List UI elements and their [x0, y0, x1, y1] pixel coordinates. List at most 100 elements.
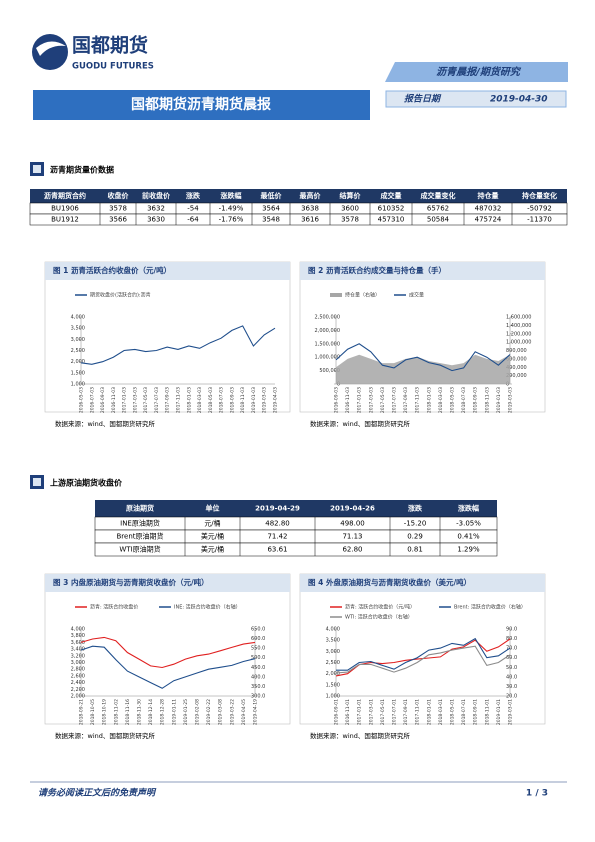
table-cell: 498.00	[340, 520, 365, 528]
table-cell: 3564	[262, 205, 280, 213]
x-tick-label: 2018-03-01	[438, 699, 444, 725]
tick-label: 2,500	[326, 660, 340, 666]
page-number: 1 / 3	[526, 789, 548, 799]
x-tick-label: 2019-03-01	[508, 699, 514, 725]
table-cell: -15.20	[404, 520, 427, 528]
table-header: 成交量变化	[421, 191, 456, 200]
table-cell: 3630	[147, 216, 165, 224]
tick-label: 2,400	[71, 680, 85, 686]
x-tick-label: 2018-01-01	[426, 699, 432, 725]
table-cell: 美元/桶	[201, 545, 224, 554]
tick-label: 4,000	[71, 627, 85, 633]
x-tick-label: 2017-03-01	[368, 699, 374, 725]
tick-label: 3,400	[71, 647, 85, 653]
tick-label: 3,500	[71, 326, 85, 332]
table-cell: -3.05%	[456, 520, 481, 528]
x-tick-label: 2017-09-01	[403, 699, 409, 725]
tick-label: 1,200,000	[506, 331, 531, 337]
table-cell: 3578	[341, 216, 359, 224]
tick-label: 90.0	[506, 627, 517, 633]
x-tick-label: 2019-03-08	[218, 699, 224, 725]
x-tick-label: 2017-05-01	[380, 699, 386, 725]
tick-label: 1,500,000	[315, 341, 340, 347]
section-icon-inner	[33, 478, 41, 486]
table-header: 单位	[206, 504, 220, 513]
table-cell: -11370	[527, 216, 552, 224]
tick-label: 2,500,000	[315, 315, 340, 321]
x-tick-label: 2019-01-03	[496, 387, 502, 413]
section-title: 沥青期货量价数据	[50, 165, 114, 175]
x-tick-label: 2017-07-01	[392, 699, 398, 725]
x-tick-label: 2018-10-05	[90, 699, 96, 725]
table-cell: 71.42	[267, 533, 287, 541]
x-tick-label: 2018-12-28	[160, 699, 166, 725]
tick-label: 600.0	[251, 636, 265, 642]
table-cell: 0.41%	[457, 533, 480, 541]
table-cell: 3578	[109, 205, 127, 213]
table-cell: Brent原油期货	[116, 532, 163, 541]
chart-title: 图 3 内盘原油期货与沥青期货收盘价（元/吨）	[53, 577, 209, 587]
tick-label: 600,000	[506, 356, 527, 362]
x-tick-label: 2018-07-03	[219, 387, 225, 413]
x-tick-label: 2018-11-02	[113, 699, 119, 725]
table-cell: 3566	[109, 216, 127, 224]
table-cell: -54	[187, 205, 199, 213]
tick-label: 1,000,000	[506, 340, 531, 346]
tick-label: 3,800	[71, 633, 85, 639]
table-header: 收盘价	[108, 191, 130, 200]
table-header: 成交量	[381, 191, 402, 200]
chart-title-bg	[45, 574, 290, 592]
logo-swoosh	[36, 41, 66, 56]
table-cell: 63.61	[267, 546, 287, 554]
x-tick-label: 2019-04-03	[273, 387, 279, 413]
tick-label: 70.0	[506, 646, 517, 652]
legend-label: 成交量	[409, 292, 424, 299]
chart-title: 图 2 沥青活跃合约成交量与持仓量（手）	[308, 265, 446, 275]
x-tick-label: 2017-01-03	[357, 387, 363, 413]
chart-title: 图 4 外盘原油期货与沥青期货收盘价（美元/吨）	[308, 577, 471, 587]
tick-label: 3,000	[71, 337, 85, 343]
tick-label: 0	[337, 382, 340, 388]
table-header: 2019-04-29	[255, 505, 300, 513]
chart-title-bg	[300, 574, 545, 592]
tick-label: 60.0	[506, 655, 517, 661]
table-cell: INE原油期货	[120, 519, 160, 528]
x-tick-label: 2016-11-03	[111, 387, 117, 413]
tick-label: 2,000	[71, 359, 85, 365]
x-tick-label: 2018-11-03	[240, 387, 246, 413]
legend-label: INE: 活跃合约收盘价（右轴）	[174, 604, 241, 611]
tick-label: 1,400,000	[506, 323, 531, 329]
tick-label: 2,000	[71, 694, 85, 700]
tick-label: 500,000	[319, 368, 340, 374]
tick-label: 4,000	[326, 627, 340, 633]
table-cell: BU1912	[51, 216, 79, 224]
legend-label: 沥青: 活跃合约收盘价（元/吨）	[345, 604, 415, 611]
x-tick-label: 2019-01-25	[183, 699, 189, 725]
tick-label: 30.0	[506, 684, 517, 690]
table-cell: 475724	[475, 216, 502, 224]
x-tick-label: 2019-02-08	[195, 699, 201, 725]
tick-label: 800,000	[506, 348, 527, 354]
table-header: 2019-04-26	[330, 505, 375, 513]
x-tick-label: 2016-11-03	[345, 387, 351, 413]
table-cell: 1.29%	[457, 546, 480, 554]
table-row	[29, 213, 568, 226]
logo-en: GUODU FUTURES	[72, 62, 154, 72]
x-tick-label: 2016-09-01	[334, 699, 340, 725]
x-tick-label: 2018-01-03	[426, 387, 432, 413]
table-cell: 3616	[301, 216, 319, 224]
x-tick-label: 2018-11-30	[137, 699, 143, 725]
x-tick-label: 2016-11-01	[345, 699, 351, 725]
chart-title-bg	[300, 262, 545, 280]
x-tick-label: 2018-11-01	[484, 699, 490, 725]
tick-label: 2,000	[326, 671, 340, 677]
legend-label: 沥青: 活跃合约收盘价	[90, 604, 138, 611]
legend-swatch	[330, 293, 342, 297]
chart-frame	[299, 573, 546, 725]
tick-label: 80.0	[506, 636, 517, 642]
section-title: 上游原油期货收盘价	[50, 478, 123, 488]
tick-label: 2,000,000	[315, 328, 340, 334]
tick-label: 400.0	[251, 674, 265, 680]
table-row	[94, 542, 498, 557]
table-cell: -1.76%	[219, 216, 244, 224]
